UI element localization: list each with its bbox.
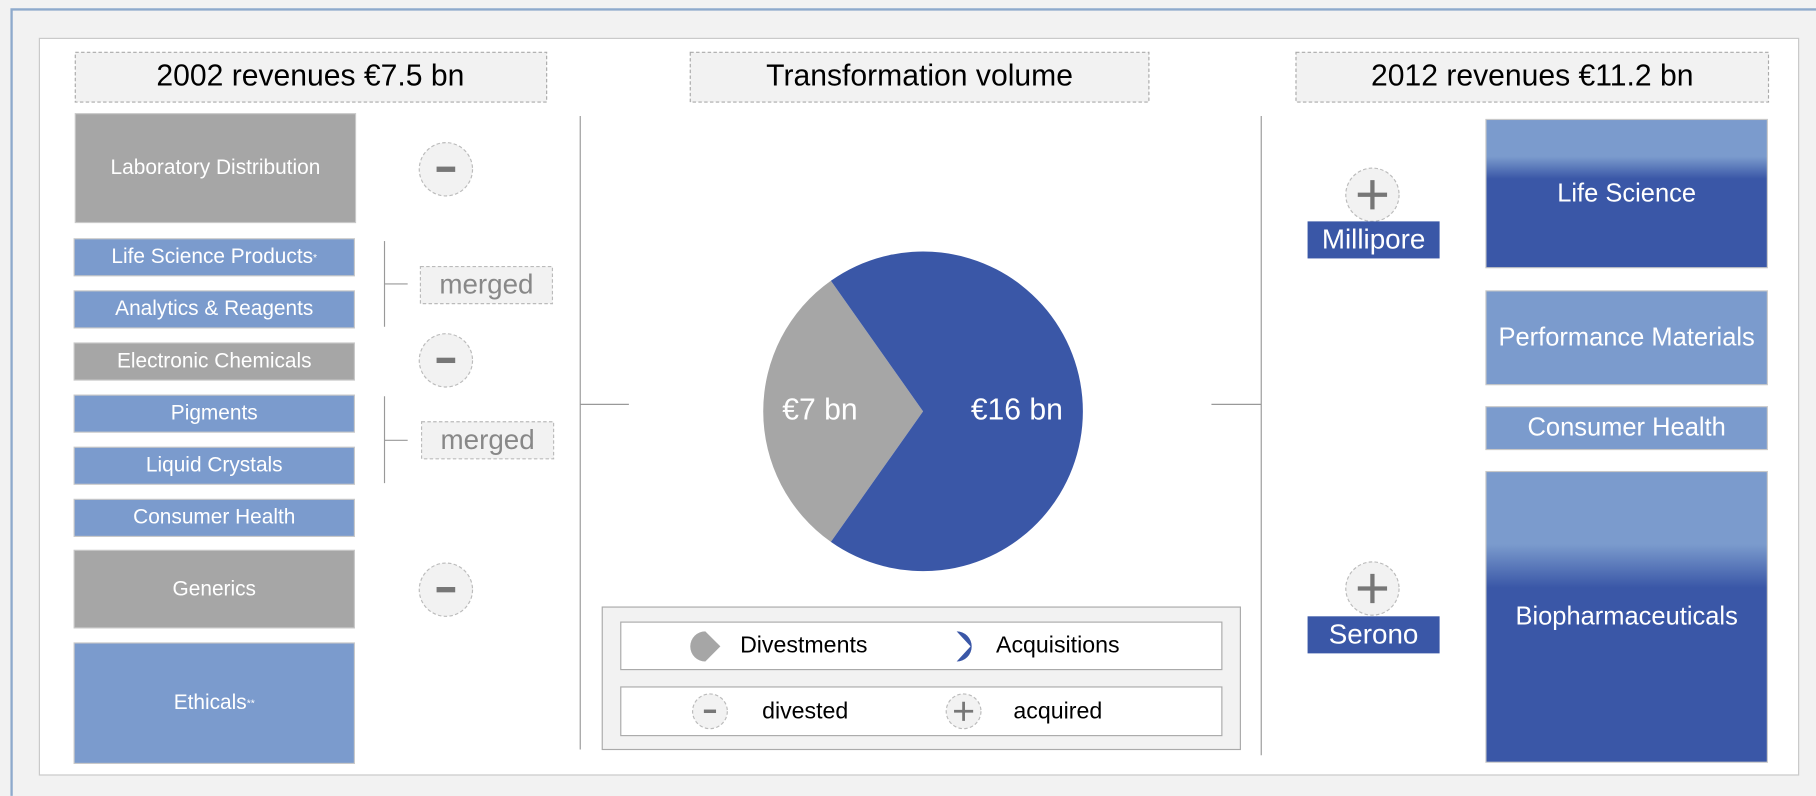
minus-bar [436,357,456,364]
item-label-wrap: Consumer Health [74,499,354,536]
item-label-wrap: Ethicals ** [74,643,354,763]
item-label-wrap: Life Science [1486,119,1767,267]
left-title: 2002 revenues €7.5 bn [156,60,464,93]
title-box [1295,51,1770,103]
item-label: Ethicals [173,690,247,714]
item-label-wrap: Liquid Crystals [74,447,354,484]
item-label-area: Liquid Crystals [74,447,354,484]
item-label: Consumer Health [133,505,296,529]
legend-label: Divestments [740,632,867,658]
item-box [73,342,355,381]
acq-label: Serono [1329,618,1419,649]
pie-label: €16 bn [971,393,1063,426]
legend-icon [690,631,721,662]
item-box [1485,290,1768,386]
item-label-area: Laboratory Distribution [75,114,355,223]
item-label-area: Analytics & Reagents [74,291,354,328]
dividers [383,115,1262,756]
item-box [73,642,355,764]
item-label-area: Biopharmaceuticals [1486,472,1767,763]
minus-bar [436,166,456,172]
acq-box [1307,221,1440,259]
footnote-mark: * [313,251,318,263]
item-label-area: Generics [74,550,354,628]
legend-row [620,621,1223,671]
item-label-wrap: Biopharmaceuticals [1486,472,1767,763]
item-label: Pigments [170,401,258,425]
pie-slice [763,280,924,542]
item-box [73,238,355,277]
item-box [73,498,355,537]
item-label: Life Science Products [111,244,314,268]
item-box [73,549,355,629]
legend-icon [956,631,972,662]
item-label: Performance Materials [1498,322,1755,352]
item-box [1485,470,1768,763]
item-label-wrap: Pigments [74,395,354,432]
pie-label: €7 bn [782,393,857,426]
minus-bar [703,709,717,714]
note-label: merged [440,424,534,455]
note-box [419,265,554,305]
legend-label: Acquisitions [996,632,1120,658]
item-label: Analytics & Reagents [115,296,314,321]
item-label-wrap: Life Science Products * [74,239,354,276]
item-box [1485,406,1768,451]
item-box [1485,118,1768,269]
footnote-mark: ** [246,696,255,709]
plus-cross [954,701,974,721]
item-box [73,394,355,433]
acq-box [1307,616,1440,654]
item-label: Biopharmaceuticals [1515,601,1738,631]
minus-bar [436,587,456,593]
item-label: Consumer Health [1527,412,1726,442]
item-label-area: Consumer Health [1486,407,1767,450]
item-label: Laboratory Distribution [110,155,321,179]
item-label-area: Performance Materials [1486,291,1767,385]
item-box [74,113,357,224]
item-label-area: Consumer Health [74,499,354,536]
item-label-area: Pigments [74,395,354,432]
item-label: Generics [172,576,256,600]
item-box [73,446,355,485]
center-title: Transformation volume [766,60,1073,93]
item-label-wrap: Consumer Health [1486,407,1767,450]
item-label-wrap: Electronic Chemicals [74,343,354,380]
legend-label: acquired [1013,698,1102,724]
item-label-area: Ethicals ** [74,643,354,763]
pie-slice [830,251,1083,572]
item-label: Liquid Crystals [145,453,283,477]
acq-label: Millipore [1322,223,1425,254]
item-label-area: Life Science [1486,119,1767,267]
legend-label: divested [762,698,848,724]
item-label-wrap: Laboratory Distribution [75,114,355,223]
plus-cross [1357,573,1388,604]
item-label-area: Electronic Chemicals [74,343,354,380]
item-label: Electronic Chemicals [116,349,312,373]
note-box [420,421,555,460]
item-label: Life Science [1557,178,1697,208]
item-label-area: Life Science Products * [74,239,354,276]
item-box [73,290,355,329]
item-label-wrap: Performance Materials [1486,291,1767,385]
item-label-wrap: Generics [74,550,354,628]
note-label: merged [439,269,533,300]
title-box [689,51,1150,103]
item-label-wrap: Analytics & Reagents [74,291,354,328]
plus-cross [1357,180,1388,210]
frame [10,8,1816,796]
right-title: 2012 revenues €11.2 bn [1371,60,1694,93]
title-box [74,51,548,103]
